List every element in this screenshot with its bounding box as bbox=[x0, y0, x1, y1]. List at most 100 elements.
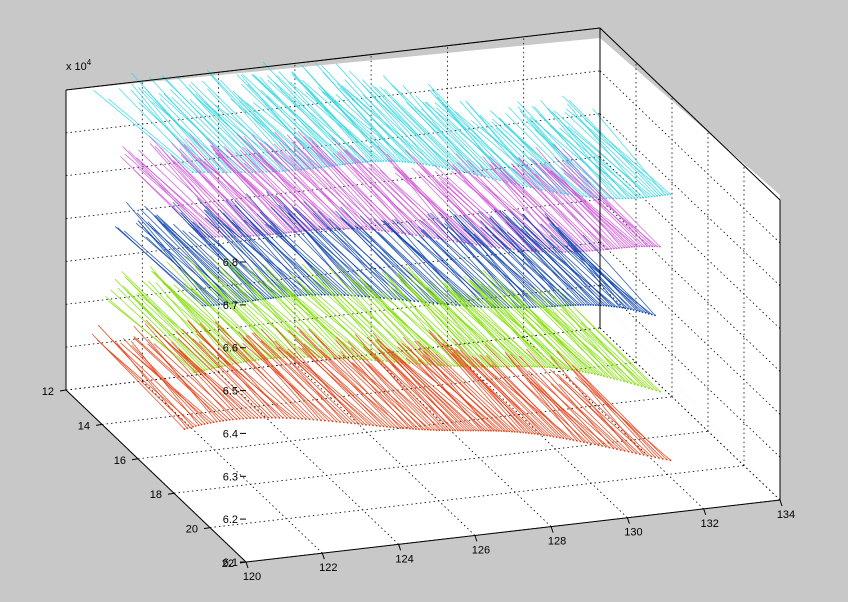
quiver-arrow bbox=[471, 281, 567, 370]
quiver-arrow bbox=[230, 98, 314, 169]
quiver-arrowhead bbox=[450, 365, 452, 367]
quiver-arrow bbox=[170, 89, 253, 173]
quiver-arrow bbox=[399, 279, 491, 368]
quiver-arrowhead bbox=[436, 302, 439, 305]
quiver-arrowhead bbox=[639, 196, 642, 199]
quiver-arrowhead bbox=[482, 429, 485, 432]
quiver-arrowhead bbox=[402, 427, 405, 430]
quiver-arrowhead bbox=[653, 195, 656, 198]
quiver-arrow bbox=[553, 295, 625, 382]
quiver-arrowhead bbox=[316, 419, 319, 421]
quiver-arrowhead bbox=[282, 417, 284, 419]
quiver-arrow bbox=[554, 287, 657, 391]
quiver-arrowhead bbox=[237, 361, 240, 364]
quiver-arrowhead bbox=[531, 365, 533, 368]
quiver-arrow bbox=[557, 230, 640, 312]
z-tick-label: 6.4 bbox=[223, 428, 238, 440]
quiver-arrowhead bbox=[274, 416, 277, 419]
quiver-arrowhead bbox=[513, 248, 515, 251]
quiver-arrowhead bbox=[597, 249, 599, 252]
quiver-arrowhead bbox=[445, 167, 447, 169]
quiver-arrow bbox=[550, 383, 622, 451]
quiver-arrow bbox=[308, 328, 401, 429]
quiver-arrow bbox=[270, 154, 353, 230]
quiver-arrow bbox=[420, 173, 504, 249]
z-tick-label: 6.7 bbox=[223, 300, 238, 312]
quiver-arrow bbox=[355, 282, 455, 367]
quiver-arrowhead bbox=[613, 305, 616, 308]
quiver-arrow bbox=[223, 212, 302, 296]
quiver-arrow bbox=[156, 214, 249, 302]
quiver-arrow bbox=[319, 349, 408, 429]
quiver-arrowhead bbox=[377, 160, 380, 163]
quiver-arrowhead bbox=[339, 163, 341, 166]
quiver-arrowhead bbox=[222, 171, 225, 174]
quiver-arrow bbox=[275, 195, 378, 298]
quiver-arrowhead bbox=[451, 429, 454, 432]
quiver-arrowhead bbox=[411, 233, 414, 236]
quiver-arrow bbox=[373, 219, 461, 306]
quiver-arrowhead bbox=[625, 246, 628, 249]
quiver-arrowhead bbox=[601, 445, 603, 447]
quiver-arrowhead bbox=[602, 304, 605, 307]
quiver-arrowhead bbox=[272, 296, 275, 299]
x-tick-label: 132 bbox=[701, 518, 719, 530]
z-tick-label: 6.8 bbox=[223, 257, 238, 269]
quiver-arrowhead bbox=[503, 430, 505, 432]
quiver-arrowhead bbox=[413, 161, 416, 164]
quiver-arrow bbox=[216, 354, 295, 419]
quiver-arrowhead bbox=[216, 366, 218, 369]
quiver-arrow bbox=[565, 374, 652, 457]
quiver-arrowhead bbox=[523, 365, 526, 368]
quiver-arrowhead bbox=[254, 359, 257, 361]
quiver-arrowhead bbox=[331, 227, 334, 230]
quiver-arrow bbox=[546, 238, 623, 309]
quiver-arrowhead bbox=[513, 430, 516, 433]
quiver-arrow bbox=[215, 152, 292, 233]
quiver-arrow bbox=[481, 364, 574, 441]
quiver-arrow bbox=[147, 343, 231, 421]
quiver-arrow bbox=[397, 346, 489, 432]
quiver-arrow bbox=[202, 80, 293, 171]
quiver-arrowhead bbox=[290, 231, 293, 234]
quiver-arrow bbox=[584, 119, 671, 195]
quiver-arrow bbox=[302, 263, 399, 363]
quiver-arrow bbox=[436, 234, 512, 308]
quiver-arrowhead bbox=[624, 307, 627, 310]
quiver-arrowhead bbox=[314, 293, 317, 296]
quiver-arrow bbox=[173, 223, 251, 302]
quiver-arrow bbox=[489, 216, 566, 306]
quiver-arrowhead bbox=[631, 246, 633, 248]
quiver-arrowhead bbox=[323, 293, 326, 296]
quiver-arrowhead bbox=[585, 250, 588, 252]
quiver-arrowhead bbox=[401, 232, 403, 235]
quiver-arrowhead bbox=[589, 304, 592, 306]
quiver-arrow bbox=[152, 101, 235, 173]
quiver-arrowhead bbox=[630, 197, 633, 200]
quiver-arrow bbox=[455, 350, 548, 436]
quiver-arrow bbox=[305, 91, 384, 162]
quiver-arrow bbox=[192, 338, 273, 419]
quiver-arrowhead bbox=[205, 368, 208, 371]
quiver-arrowhead bbox=[602, 248, 605, 251]
quiver-arrowhead bbox=[552, 435, 555, 438]
quiver-arrow bbox=[361, 358, 435, 431]
quiver-arrow bbox=[454, 291, 538, 368]
grid-line bbox=[447, 345, 628, 518]
quiver-arrowhead bbox=[320, 419, 322, 422]
quiver-arrowhead bbox=[469, 429, 472, 432]
quiver-arrow bbox=[214, 104, 299, 171]
quiver-arrow bbox=[133, 325, 221, 422]
z-tick-label: 6.3 bbox=[223, 471, 238, 483]
quiver-arrow bbox=[205, 205, 293, 297]
quiver-arrowhead bbox=[276, 357, 279, 359]
quiver-arrow bbox=[259, 211, 339, 296]
quiver-arrow bbox=[436, 97, 531, 188]
quiver-arrowhead bbox=[383, 297, 385, 299]
quiver-arrowhead bbox=[639, 453, 641, 455]
quiver-arrowhead bbox=[480, 305, 483, 308]
quiver-arrowhead bbox=[441, 166, 444, 169]
quiver-arrowhead bbox=[616, 306, 618, 308]
quiver-arrowhead bbox=[590, 372, 593, 375]
quiver-arrow bbox=[428, 329, 524, 433]
